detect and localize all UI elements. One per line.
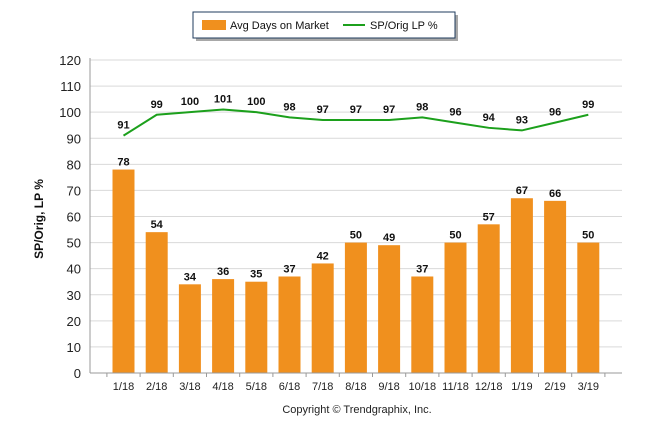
line-value-label: 91 — [117, 120, 129, 132]
y-tick-label: 40 — [67, 262, 81, 277]
line-value-label: 101 — [214, 94, 232, 106]
bar — [212, 279, 235, 373]
bar-value-label: 50 — [350, 230, 362, 242]
y-tick-label: 0 — [74, 366, 81, 381]
bar-value-label: 37 — [283, 263, 295, 275]
bar — [278, 276, 301, 373]
x-tick-label: 4/18 — [212, 381, 233, 393]
x-tick-label: 1/19 — [511, 381, 532, 393]
x-tick-label: 8/18 — [345, 381, 366, 393]
x-tick-label: 2/19 — [544, 381, 565, 393]
x-tick-label: 10/18 — [409, 381, 437, 393]
bar-value-label: 50 — [582, 230, 594, 242]
legend-swatch-bar — [202, 20, 226, 30]
legend-entry-bar: Avg Days on Market — [230, 20, 329, 32]
bar-value-label: 67 — [516, 185, 528, 197]
bar-value-label: 78 — [117, 157, 129, 169]
bar-value-label: 50 — [449, 230, 461, 242]
y-tick-label: 90 — [67, 131, 81, 146]
bar — [145, 232, 168, 373]
y-tick-label: 60 — [67, 210, 81, 225]
line-value-label: 96 — [549, 107, 561, 119]
line-value-label: 93 — [516, 114, 528, 126]
bar — [444, 242, 467, 373]
bar — [510, 198, 533, 373]
bar — [378, 245, 401, 373]
y-tick-label: 70 — [67, 183, 81, 198]
x-tick-label: 11/18 — [442, 381, 469, 393]
line-value-label: 100 — [247, 96, 265, 108]
bar-value-label: 54 — [151, 219, 164, 231]
bar-value-label: 37 — [416, 263, 428, 275]
sp-orig-lp-line — [122, 108, 589, 137]
x-tick-label: 7/18 — [312, 381, 333, 393]
y-axis-ticks: 0 10 20 30 40 50 60 70 80 90 100 110 120 — [59, 53, 81, 381]
line-value-label: 100 — [181, 96, 199, 108]
line-value-label: 99 — [151, 99, 163, 111]
y-tick-label: 10 — [67, 340, 81, 355]
bar — [178, 284, 201, 373]
bar-value-label: 66 — [549, 188, 561, 200]
x-tick-label: 3/19 — [578, 381, 599, 393]
legend-box — [192, 11, 456, 39]
x-tick-label: 12/18 — [475, 381, 503, 393]
line-value-label: 94 — [483, 112, 496, 124]
y-tick-label: 80 — [67, 157, 81, 172]
bar-value-label: 42 — [317, 250, 329, 262]
x-axis-ticks: 1/18 2/18 3/18 4/18 5/18 6/18 7/18 8/18 9/18 10/1… — [113, 381, 599, 393]
bar — [112, 169, 135, 373]
x-tick-label: 1/18 — [113, 381, 134, 393]
y-tick-label: 110 — [60, 79, 81, 94]
y-tick-label: 120 — [59, 53, 81, 68]
y-tick-label: 30 — [67, 288, 81, 303]
bar — [411, 276, 434, 373]
x-tick-label: 5/18 — [246, 381, 267, 393]
axes — [89, 58, 622, 377]
y-tick-label: 20 — [67, 314, 81, 329]
line-value-label: 98 — [416, 101, 428, 113]
line-value-label: 98 — [283, 101, 295, 113]
x-tick-label: 3/18 — [179, 381, 200, 393]
y-tick-label: 50 — [67, 236, 81, 251]
line-value-label: 97 — [350, 104, 362, 116]
bar-value-label: 35 — [250, 269, 262, 281]
line-value-label: 97 — [383, 104, 395, 116]
y-tick-label: 100 — [59, 105, 81, 120]
line-series — [122, 108, 589, 137]
bar-value-label: 36 — [217, 266, 229, 278]
data-labels: 78 54 34 36 35 37 42 50 49 37 50 57 67 66 50 91 99 100 101… — [117, 94, 594, 284]
bar-series — [112, 169, 600, 373]
copyright-footer: Copyright © Trendgraphix, Inc. — [282, 404, 431, 416]
y-axis-title: SP/Orig, LP % — [32, 179, 46, 259]
line-value-label: 97 — [317, 104, 329, 116]
bar — [544, 200, 567, 373]
x-tick-label: 6/18 — [279, 381, 300, 393]
bar-value-label: 49 — [383, 232, 395, 244]
bar-value-label: 34 — [184, 271, 197, 283]
bar — [577, 242, 600, 373]
x-tick-label: 9/18 — [378, 381, 399, 393]
legend-entry-line: SP/Orig LP % — [370, 20, 438, 32]
legend: Avg Days on Market SP/Orig LP % — [192, 11, 458, 41]
bar — [311, 263, 334, 373]
bar-value-label: 57 — [483, 211, 495, 223]
bar — [477, 224, 500, 373]
bar — [344, 242, 367, 373]
bar — [245, 281, 268, 373]
line-value-label: 99 — [582, 99, 594, 111]
line-value-label: 96 — [449, 107, 461, 119]
x-tick-label: 2/18 — [146, 381, 167, 393]
